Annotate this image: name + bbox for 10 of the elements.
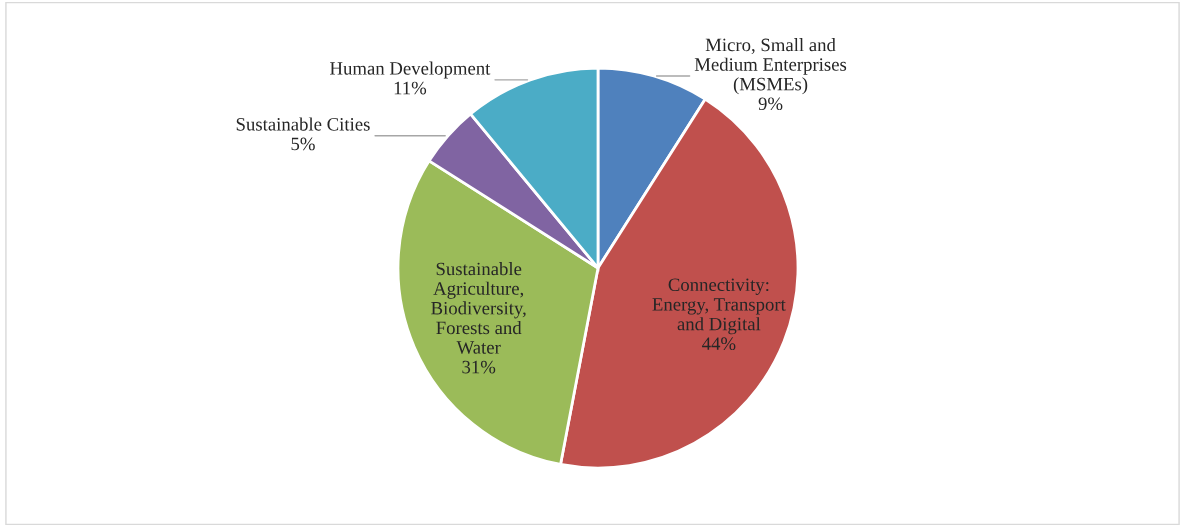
slice-label: Sustainable Agriculture, Biodiversity, Forests and Water xyxy=(431,262,526,354)
data-label: 11% xyxy=(394,81,427,95)
slice-label: Sustainable Cities xyxy=(236,117,370,131)
data-label: 5% xyxy=(291,137,315,151)
slice-label: Micro, Small and Medium Enterprises (MSMEs) xyxy=(694,38,847,95)
slice-label: Connectivity: Energy, Transport and Digital xyxy=(652,278,786,335)
slice-label: Human Development xyxy=(330,61,491,79)
data-label: 9% xyxy=(758,97,783,111)
data-label: 31% xyxy=(462,360,496,374)
data-label: 44% xyxy=(702,337,736,351)
